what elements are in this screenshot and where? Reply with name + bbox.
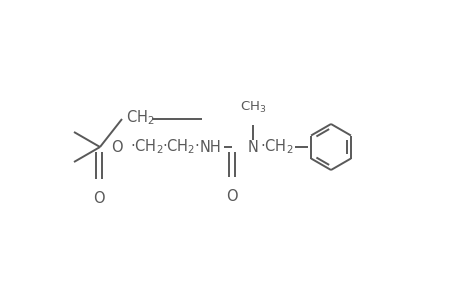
Text: ·CH$_2$·: ·CH$_2$·: [129, 138, 168, 156]
Text: N: N: [247, 140, 258, 154]
Text: ·CH$_2$: ·CH$_2$: [260, 138, 293, 156]
Text: NH: NH: [200, 140, 221, 154]
Text: O: O: [111, 140, 123, 154]
Text: O: O: [93, 191, 105, 206]
Text: CH$_2$: CH$_2$: [126, 109, 154, 127]
Text: CH$_2$·: CH$_2$·: [166, 138, 199, 156]
Text: CH$_3$: CH$_3$: [239, 100, 266, 115]
Text: O: O: [226, 189, 237, 204]
